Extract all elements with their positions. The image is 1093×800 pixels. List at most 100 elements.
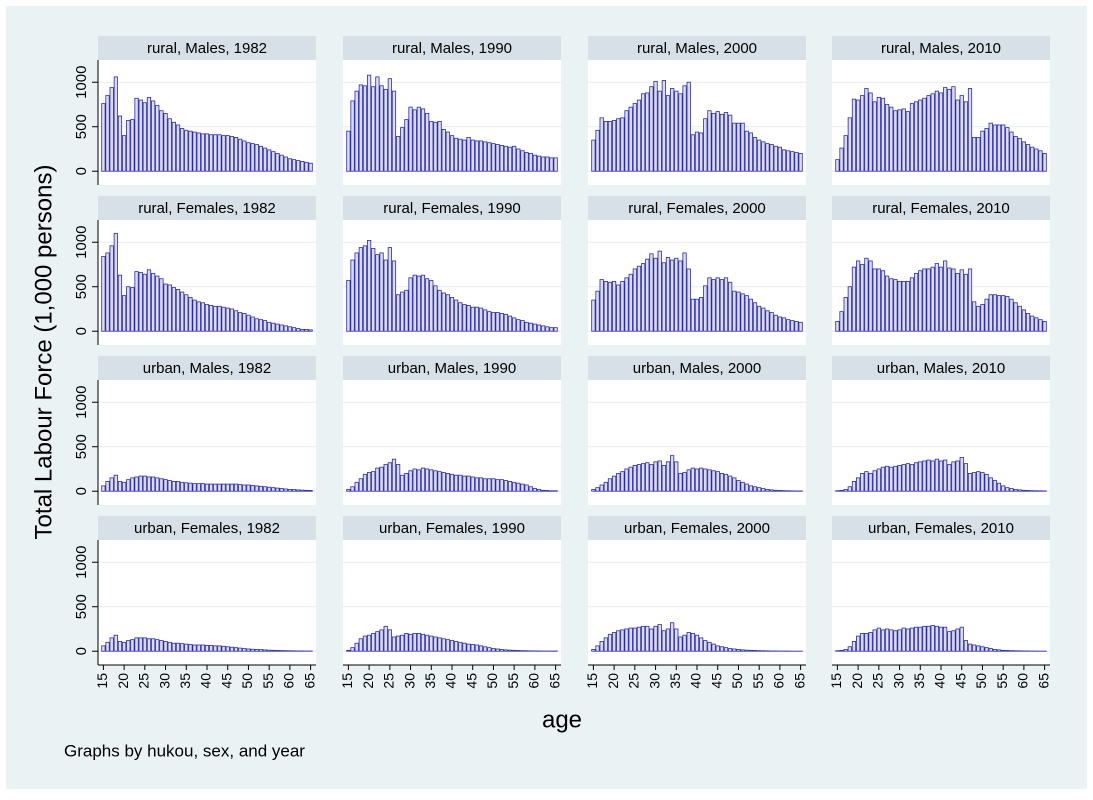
bar [617, 631, 620, 651]
bar [546, 490, 549, 491]
bar [600, 280, 603, 332]
bar [844, 489, 847, 491]
bar [351, 260, 354, 331]
bar [989, 649, 992, 652]
bar [421, 468, 424, 491]
bar [351, 648, 354, 652]
bar [185, 130, 188, 171]
bar [670, 456, 673, 492]
bar [106, 253, 109, 331]
bar [118, 641, 121, 651]
bar [272, 152, 275, 172]
bar [247, 649, 250, 651]
bar [650, 254, 653, 331]
x-tick-label: 15 [584, 673, 600, 689]
bar [434, 286, 437, 331]
bar [263, 487, 266, 491]
bar [521, 484, 524, 491]
bar [733, 478, 736, 491]
bar [172, 122, 175, 171]
bar [247, 485, 250, 491]
bar [997, 483, 1000, 491]
bar [964, 274, 967, 331]
bar [450, 474, 453, 491]
bar [102, 256, 105, 331]
bar [848, 287, 851, 331]
bar [650, 87, 653, 172]
bar [749, 299, 752, 331]
bar [135, 638, 138, 651]
bar [662, 631, 665, 651]
bar [873, 102, 876, 171]
bar [1001, 296, 1004, 332]
bar [629, 628, 632, 651]
bar [894, 466, 897, 491]
bar [728, 115, 731, 171]
x-tick-label: 60 [1015, 673, 1031, 689]
bar [147, 477, 150, 491]
bar [367, 635, 370, 651]
bar [699, 297, 702, 331]
bar [666, 257, 669, 331]
bar [438, 638, 441, 651]
bar [259, 486, 262, 491]
bar [417, 470, 420, 491]
bar [931, 625, 934, 651]
bar [284, 651, 287, 652]
bar [247, 143, 250, 171]
bar [914, 102, 917, 171]
bar [898, 281, 901, 331]
bar [143, 638, 146, 651]
bar [728, 476, 731, 491]
bar [691, 633, 694, 651]
bar [172, 643, 175, 651]
bar [550, 328, 553, 332]
bar [993, 125, 996, 171]
x-tick-label: 20 [849, 673, 865, 689]
bar [675, 629, 678, 651]
bar [230, 309, 233, 331]
y-axis-title: Total Labour Force (1,000 persons) [30, 165, 57, 540]
bar [856, 100, 859, 171]
bar [243, 649, 246, 652]
bar [762, 308, 765, 331]
bar [296, 490, 299, 491]
bar [376, 468, 379, 491]
bar [981, 305, 984, 332]
bar [284, 326, 287, 331]
bar [512, 146, 515, 171]
bar [139, 476, 142, 491]
bar [608, 634, 611, 651]
x-tick-label: 25 [870, 673, 886, 689]
bar [284, 157, 287, 171]
bar [255, 145, 258, 172]
bar [774, 146, 777, 171]
bar [757, 488, 760, 492]
bar [479, 646, 482, 651]
bar [471, 307, 474, 331]
bar [529, 323, 532, 331]
bar [421, 275, 424, 331]
bar [164, 480, 167, 492]
bar [430, 280, 433, 331]
bar [135, 272, 138, 332]
bar [413, 110, 416, 171]
bar [968, 644, 971, 651]
bar [226, 484, 229, 491]
bar [533, 489, 536, 492]
bar [600, 641, 603, 651]
bar [280, 489, 283, 492]
bar [205, 484, 208, 491]
bar [380, 253, 383, 331]
bar [209, 645, 212, 651]
bar [359, 248, 362, 332]
bar [699, 133, 702, 171]
bar [467, 137, 470, 171]
bar [894, 111, 897, 171]
bar [388, 248, 391, 332]
bar [209, 305, 212, 331]
bar [621, 281, 624, 331]
bar [654, 258, 657, 331]
bar [413, 469, 416, 491]
bar [625, 111, 628, 171]
